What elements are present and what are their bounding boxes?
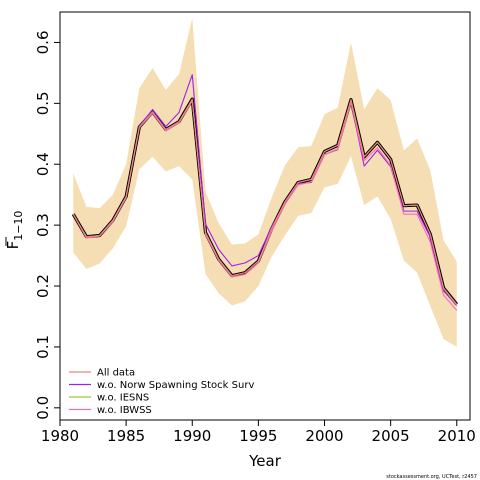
svg-text:F1−10: F1−10 — [4, 211, 25, 250]
y-tick-label: 0.5 — [34, 91, 52, 115]
legend-label-1: All data — [97, 368, 135, 379]
confidence-band — [73, 18, 457, 347]
x-tick-label: 1985 — [107, 427, 145, 445]
y-axis-title-main: F — [4, 241, 22, 250]
y-axis-title: F1−10 — [4, 211, 25, 250]
axes-layer: 1980 1985 1990 1995 2000 2005 2010 0.0 0.1 0.2 0.3… — [34, 31, 476, 445]
legend-label-4: w.o. IBWSS — [97, 405, 152, 416]
x-tick-label: 2010 — [438, 427, 476, 445]
y-tick-label: 0.0 — [34, 396, 52, 420]
x-tick-label: 2000 — [305, 427, 343, 445]
credit-text: stockassessment.org, UCTest, r2457 — [386, 474, 477, 480]
x-tick-label: 1995 — [239, 427, 277, 445]
confidence-band-layer — [73, 18, 457, 347]
series-layer — [71, 74, 459, 311]
y-tick-label: 0.3 — [34, 213, 52, 237]
series-line-1 — [72, 98, 458, 305]
legend-label-3: w.o. IESNS — [97, 393, 149, 404]
y-tick-label: 0.4 — [34, 152, 52, 176]
x-tick-label: 1980 — [41, 427, 79, 445]
y-tick-label: 0.2 — [34, 274, 52, 298]
y-tick-label: 0.1 — [34, 335, 52, 359]
plot-frame — [59, 11, 471, 421]
y-tick-label: 0.6 — [34, 31, 52, 55]
x-tick-label: 1990 — [173, 427, 211, 445]
x-tick-label: 2005 — [372, 427, 410, 445]
x-axis-title: Year — [248, 452, 282, 470]
legend-label-2: w.o. Norw Spawning Stock Surv — [97, 380, 254, 391]
y-axis-title-subscript: 1−10 — [12, 211, 25, 241]
